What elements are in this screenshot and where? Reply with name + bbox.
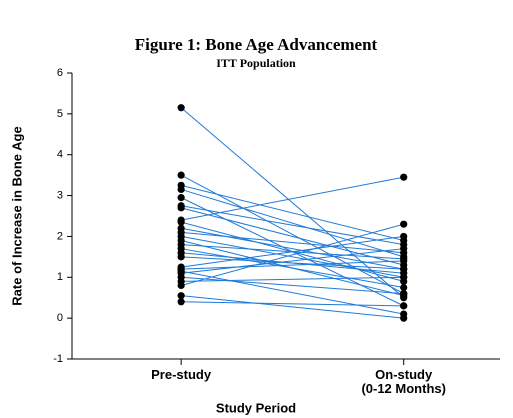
point: [177, 253, 185, 261]
y-tick-label: 5: [57, 108, 63, 120]
chart-subtitle: ITT Population: [216, 56, 296, 70]
subject-line: [181, 276, 404, 282]
point: [400, 220, 408, 228]
subject-line: [181, 256, 404, 270]
subject-line: [181, 235, 404, 268]
point: [400, 283, 408, 292]
point: [400, 314, 408, 322]
subject-line: [181, 248, 404, 288]
x-tick-label: On-study (0-12 Months): [361, 367, 446, 396]
subject-line: [181, 248, 404, 274]
point: [400, 173, 408, 181]
point: [177, 281, 185, 290]
point: [177, 292, 185, 300]
subject-line: [181, 205, 404, 246]
subject-line: [181, 235, 404, 278]
y-tick-label: -1: [53, 353, 63, 365]
subject-line: [180, 188, 404, 258]
point: [400, 257, 408, 265]
point: [400, 302, 408, 310]
point: [400, 265, 408, 273]
y-tick-label: 6: [57, 67, 63, 79]
subject-line: [181, 231, 404, 254]
point: [177, 171, 185, 179]
y-tick-label: 1: [57, 271, 63, 283]
point: [177, 104, 185, 112]
subject-line: [181, 260, 404, 270]
subject-line: [180, 107, 405, 299]
subject-line: [181, 207, 404, 266]
point: [400, 273, 408, 281]
x-tick-label: Pre-study: [151, 367, 212, 382]
point: [400, 232, 408, 241]
subject-line: [181, 223, 404, 286]
point: [400, 245, 408, 253]
y-tick-label: 0: [57, 312, 63, 324]
y-axis-title: Rate of Increase in Bone Age: [9, 126, 24, 305]
subject-line: [181, 295, 404, 319]
point: [177, 204, 185, 212]
x-axis-title: Study Period: [216, 400, 296, 415]
subject-line: [181, 276, 404, 295]
y-tick-label: 3: [57, 189, 63, 201]
point: [400, 290, 408, 298]
point: [177, 185, 185, 194]
point: [177, 298, 185, 306]
point: [177, 194, 185, 202]
subject-line: [181, 176, 404, 221]
point: [177, 218, 185, 226]
subject-line: [181, 301, 404, 307]
y-tick-label: 2: [57, 230, 63, 242]
y-tick-label: 4: [57, 149, 63, 161]
subject-line: [181, 270, 404, 315]
chart-title: Figure 1: Bone Age Advancement: [135, 35, 378, 54]
subject-line: [181, 184, 404, 241]
